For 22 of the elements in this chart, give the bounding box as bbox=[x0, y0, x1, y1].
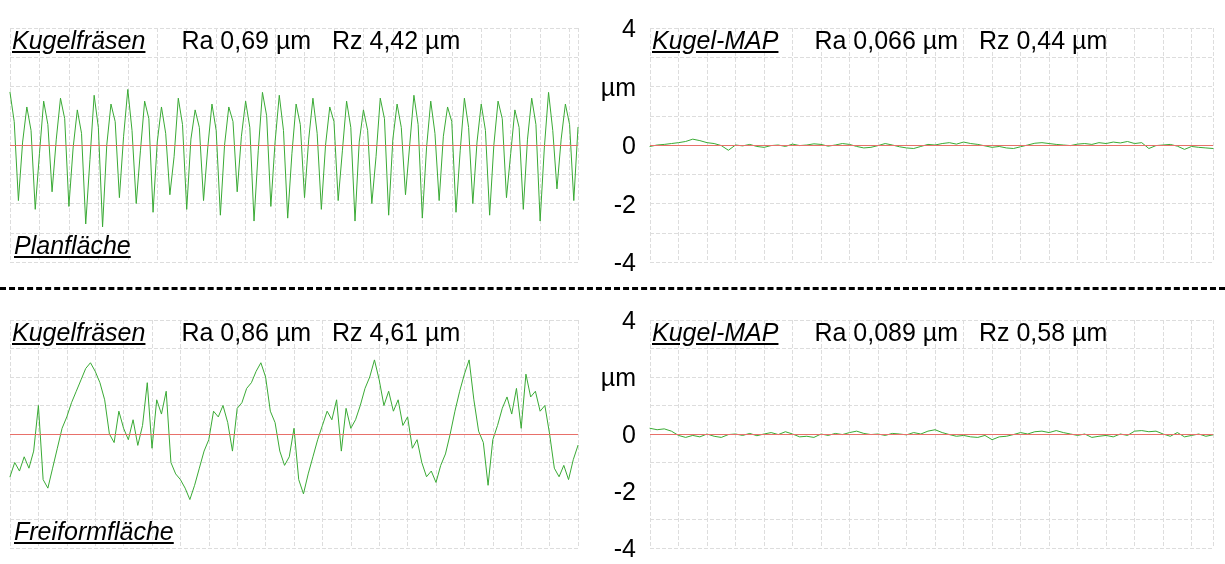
chart-subtitle: Ra 0,089 µm Rz 0,58 µm bbox=[814, 318, 1108, 346]
chart-subtitle: Ra 0,69 µm Rz 4,42 µm bbox=[181, 26, 461, 54]
chart-subtitle: Ra 0,86 µm Rz 4,61 µm bbox=[181, 318, 461, 346]
annotation: Planfläche bbox=[14, 231, 131, 260]
y-tick-label: 4 bbox=[622, 306, 637, 334]
chart-title: Kugelfräsen bbox=[12, 26, 146, 54]
y-tick-label: -2 bbox=[613, 189, 636, 218]
chart-title: Kugelfräsen bbox=[12, 318, 146, 346]
y-tick-label: -4 bbox=[613, 534, 637, 562]
y-tick-label: 4 bbox=[622, 14, 637, 42]
chart-title: Kugel-MAP bbox=[652, 26, 779, 54]
y-tick-label: 0 bbox=[622, 131, 636, 159]
chart-title: Kugel-MAP bbox=[652, 318, 779, 346]
line-series bbox=[649, 138, 1214, 151]
y-tick-label: -2 bbox=[613, 477, 636, 505]
annotation: Freiformfläche bbox=[14, 517, 174, 546]
y-tick-label: µm bbox=[600, 363, 636, 391]
y-tick-label: 0 bbox=[622, 420, 636, 448]
line-series bbox=[649, 427, 1214, 441]
y-tick-label: µm bbox=[600, 72, 636, 101]
chart-subtitle: Ra 0,066 µm Rz 0,44 µm bbox=[814, 26, 1108, 54]
y-tick-label: -4 bbox=[613, 248, 637, 276]
